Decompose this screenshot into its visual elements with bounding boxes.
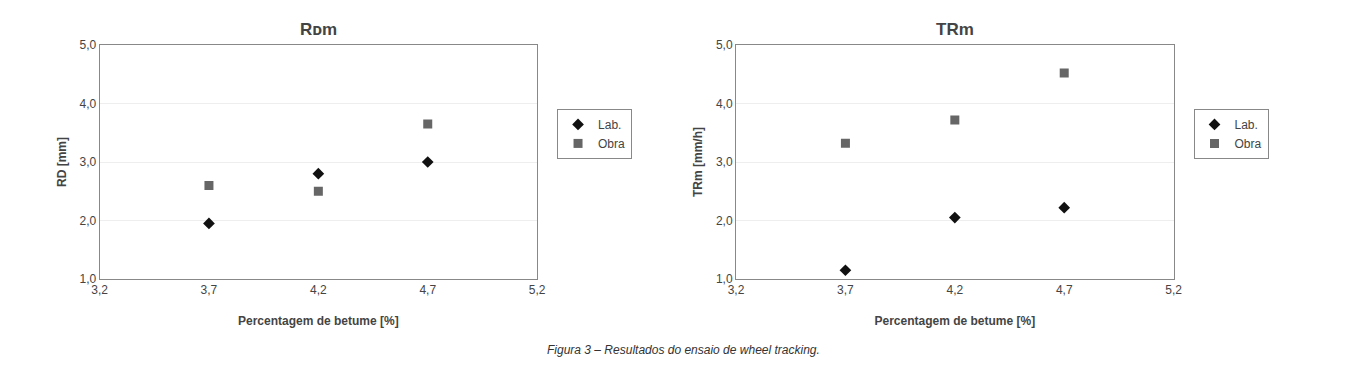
svg-text:3,2: 3,2	[91, 283, 108, 297]
svg-text:4,0: 4,0	[79, 97, 96, 111]
svg-text:3,0: 3,0	[79, 155, 96, 169]
svg-text:Rᴅm: Rᴅm	[300, 20, 337, 39]
svg-text:Lab.: Lab.	[1235, 118, 1258, 132]
svg-text:TRm: TRm	[936, 20, 974, 39]
svg-text:1,0: 1,0	[716, 272, 733, 286]
svg-text:4,2: 4,2	[946, 283, 963, 297]
svg-text:Percentagem de betume [%]: Percentagem de betume [%]	[874, 314, 1035, 328]
svg-text:Figura 3 – Resultados do ensai: Figura 3 – Resultados do ensaio de wheel…	[547, 343, 820, 357]
svg-text:4,7: 4,7	[1056, 283, 1073, 297]
svg-text:5,2: 5,2	[1165, 283, 1182, 297]
svg-text:Obra: Obra	[1235, 137, 1262, 151]
svg-text:TRm [mm/h]: TRm [mm/h]	[691, 127, 705, 197]
svg-text:3,7: 3,7	[837, 283, 854, 297]
svg-text:2,0: 2,0	[79, 214, 96, 228]
svg-text:3,0: 3,0	[716, 155, 733, 169]
svg-text:3,7: 3,7	[201, 283, 218, 297]
svg-text:RD [mm]: RD [mm]	[55, 137, 69, 187]
svg-text:Percentagem de betume [%]: Percentagem de betume [%]	[238, 314, 399, 328]
svg-text:3,2: 3,2	[728, 283, 745, 297]
svg-text:5,2: 5,2	[529, 283, 546, 297]
svg-text:4,0: 4,0	[716, 97, 733, 111]
svg-text:Obra: Obra	[598, 137, 625, 151]
svg-text:5,0: 5,0	[79, 38, 96, 52]
svg-text:1,0: 1,0	[79, 272, 96, 286]
svg-text:5,0: 5,0	[716, 38, 733, 52]
svg-text:4,7: 4,7	[419, 283, 436, 297]
svg-text:2,0: 2,0	[716, 214, 733, 228]
svg-text:Lab.: Lab.	[598, 118, 621, 132]
svg-text:4,2: 4,2	[310, 283, 327, 297]
